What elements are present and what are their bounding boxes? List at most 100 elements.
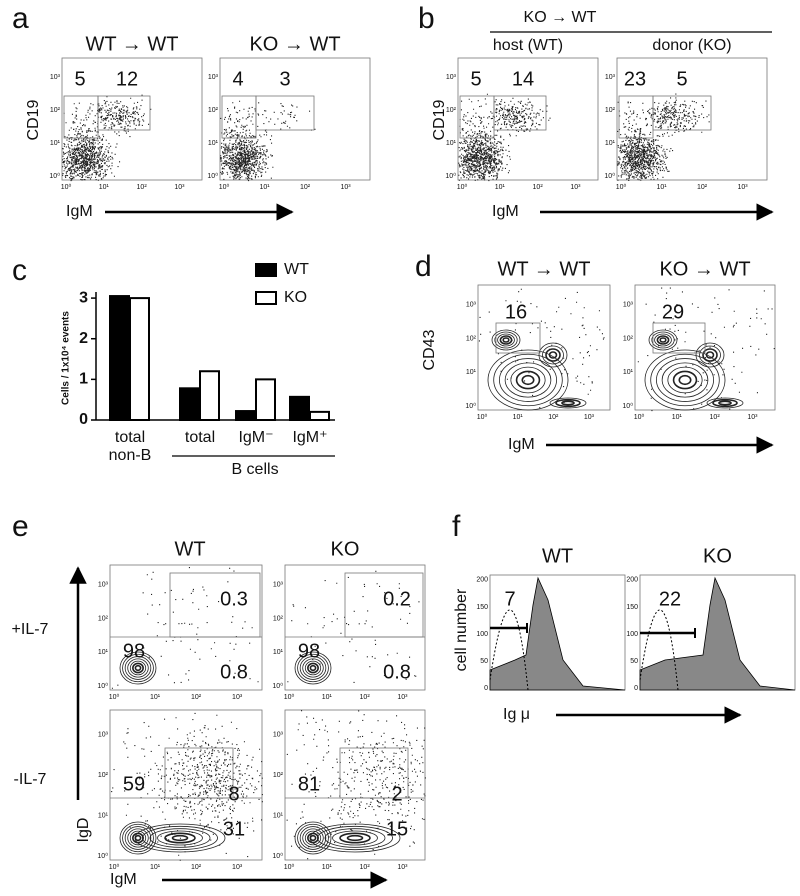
label: 10² xyxy=(98,772,109,779)
contour xyxy=(302,828,324,848)
label: 0 xyxy=(634,685,638,692)
label: 10⁰ xyxy=(109,863,120,871)
gate xyxy=(344,572,424,638)
label: 10³ xyxy=(50,74,61,81)
gate xyxy=(495,322,541,354)
bar xyxy=(129,297,150,422)
plot-frame xyxy=(284,564,426,691)
label: 10⁰ xyxy=(616,183,627,191)
contour xyxy=(545,348,561,362)
label: IgM⁺ xyxy=(292,429,327,446)
contour xyxy=(672,370,698,390)
label: 10¹ xyxy=(466,369,477,376)
label: 10¹ xyxy=(495,184,506,191)
label: CD19 xyxy=(431,99,448,140)
label: 10¹ xyxy=(322,864,333,871)
label: B cells xyxy=(231,461,278,478)
label: 59 xyxy=(123,773,145,795)
label: 31 xyxy=(223,818,245,840)
label: e xyxy=(12,510,29,543)
label: 10² xyxy=(623,335,634,342)
label: 5 xyxy=(74,68,85,90)
contour xyxy=(297,823,329,853)
label: 10² xyxy=(466,335,477,342)
contour xyxy=(294,821,332,855)
legend-swatch xyxy=(255,263,277,277)
label: 0.3 xyxy=(220,588,248,610)
label: 10³ xyxy=(605,74,616,81)
gate xyxy=(221,95,257,139)
label: 0.8 xyxy=(383,661,411,683)
gate xyxy=(652,322,706,354)
bar xyxy=(289,395,310,422)
label: KO xyxy=(284,289,307,306)
bar xyxy=(179,387,200,421)
contour xyxy=(122,823,154,853)
gate xyxy=(169,572,261,638)
label: 10³ xyxy=(397,864,408,871)
label: 200 xyxy=(626,577,638,584)
dots xyxy=(287,570,420,683)
label: 8 xyxy=(228,783,239,805)
contour xyxy=(699,345,721,365)
contour xyxy=(157,830,203,846)
label: 200 xyxy=(476,577,488,584)
contour xyxy=(705,351,715,359)
label: 10² xyxy=(191,864,202,871)
dots xyxy=(85,94,152,138)
label: 10³ xyxy=(584,414,595,421)
label: total xyxy=(185,429,215,446)
label: 10⁰ xyxy=(604,172,615,180)
contour xyxy=(651,331,675,349)
contour xyxy=(497,333,515,347)
label: 50 xyxy=(630,658,638,665)
contour xyxy=(656,358,714,402)
label: 3 xyxy=(79,289,88,306)
label: 10⁰ xyxy=(465,402,476,410)
label: donor (KO) xyxy=(652,37,731,54)
bar xyxy=(309,410,330,421)
label: 12 xyxy=(116,68,138,90)
contour xyxy=(712,398,738,408)
label: 10³ xyxy=(273,731,284,738)
label: 10² xyxy=(273,615,284,622)
contour xyxy=(644,349,726,411)
label: KO → WT xyxy=(524,9,597,26)
label: 10² xyxy=(137,184,148,191)
label: 10¹ xyxy=(259,184,270,191)
contour xyxy=(299,656,327,680)
label: 10⁰ xyxy=(477,413,488,421)
contour xyxy=(718,400,732,406)
label: 10⁰ xyxy=(272,682,283,690)
contour xyxy=(661,362,709,398)
label: 10¹ xyxy=(656,184,667,191)
label: 10² xyxy=(710,414,721,421)
histogram xyxy=(489,576,626,691)
gate xyxy=(339,747,409,799)
plot-frame xyxy=(109,564,263,691)
plot-frame xyxy=(284,709,426,861)
label: 150 xyxy=(626,604,638,611)
bar xyxy=(255,378,276,422)
label: 10² xyxy=(273,772,284,779)
label: 10² xyxy=(300,184,311,191)
label: 10⁰ xyxy=(49,172,60,180)
label: KO xyxy=(331,538,360,560)
label: 3 xyxy=(279,68,290,90)
contour xyxy=(502,337,510,343)
label: 98 xyxy=(298,640,320,662)
plot-frame xyxy=(457,57,599,181)
label: 150 xyxy=(476,604,488,611)
label: 10² xyxy=(360,694,371,701)
label: KO → WT xyxy=(659,258,750,280)
label: 10³ xyxy=(623,302,634,309)
label: 2 xyxy=(79,330,88,347)
label: b xyxy=(418,2,435,35)
label: 10⁰ xyxy=(207,172,218,180)
plot-frame xyxy=(61,57,203,181)
label: 10¹ xyxy=(446,140,457,147)
contour xyxy=(302,658,324,678)
label: 23 xyxy=(624,68,646,90)
histogram xyxy=(639,576,796,691)
